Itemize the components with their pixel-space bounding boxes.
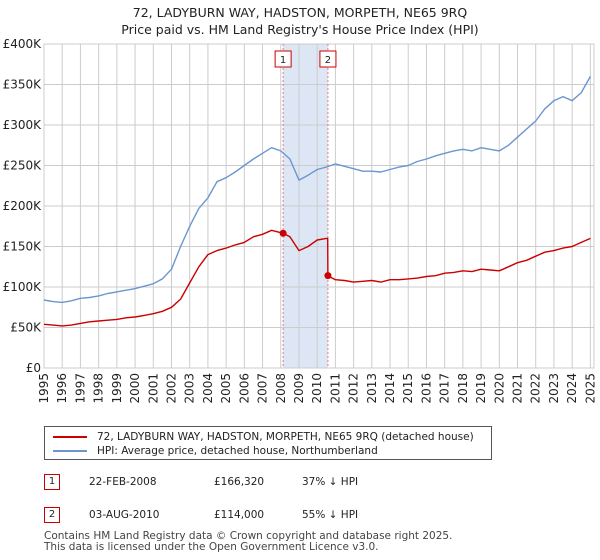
transaction-hpi-diff: 55% ↓ HPI <box>302 509 359 521</box>
transaction-number-badge: 2 <box>44 507 60 523</box>
marker-badge: 2 <box>319 50 337 68</box>
legend-item-price: 72, LADYBURN WAY, HADSTON, MORPETH, NE65… <box>53 430 474 444</box>
marker-badge-label: 1 <box>280 55 286 66</box>
x-tick-label: 2017 <box>438 373 452 404</box>
x-tick-label: 2006 <box>237 373 251 404</box>
y-tick-label: £300K <box>3 118 43 132</box>
marker-lines <box>282 44 329 368</box>
sale-point <box>279 229 287 237</box>
transaction-number-badge: 1 <box>44 474 60 490</box>
marker-badge-box <box>274 50 292 68</box>
transaction-date: 03-AUG-2010 <box>89 509 160 521</box>
x-tick-label: 2004 <box>201 373 215 404</box>
transaction-price: £166,320 <box>214 476 265 488</box>
legend-label-price: 72, LADYBURN WAY, HADSTON, MORPETH, NE65… <box>97 431 474 443</box>
x-tick-label: 2001 <box>146 373 160 404</box>
x-tick-label: 2022 <box>529 373 543 404</box>
x-tick-label: 1996 <box>55 373 69 404</box>
x-tick-label: 2008 <box>274 373 288 404</box>
footer-copyright: Contains HM Land Registry data © Crown c… <box>44 530 453 542</box>
transaction-price: £114,000 <box>214 509 265 521</box>
x-tick-label: 2000 <box>128 373 142 404</box>
legend-line-price <box>53 436 87 438</box>
sale-points <box>279 229 332 280</box>
y-tick-label: £50K <box>10 321 42 335</box>
transaction-date: 22-FEB-2008 <box>89 476 157 488</box>
series-line-price <box>43 229 591 327</box>
grid <box>43 43 595 369</box>
x-tick-label: 2010 <box>310 373 324 404</box>
x-tick-label: 1998 <box>92 373 106 404</box>
x-tick-label: 2005 <box>219 373 233 404</box>
x-tick-label: 2016 <box>419 373 433 404</box>
y-tick-label: £150K <box>3 240 43 254</box>
x-tick-label: 2014 <box>383 373 397 404</box>
x-tick-label: 2024 <box>565 373 579 404</box>
title-line-2: Price paid vs. HM Land Registry's House … <box>121 22 479 37</box>
marker-badge: 1 <box>274 50 292 68</box>
x-tick-label: 2012 <box>347 373 361 404</box>
transaction-row: 2 03-AUG-2010 £114,000 55% ↓ HPI <box>44 507 464 525</box>
title-line-1: 72, LADYBURN WAY, HADSTON, MORPETH, NE65… <box>132 5 468 20</box>
x-axis-ticks: 1995 1996 1997 1998 1999 2000 2001 2002 2003 2004… <box>37 373 597 404</box>
x-tick-label: 2003 <box>183 373 197 404</box>
sale-point <box>324 272 332 280</box>
y-tick-label: £400K <box>3 37 43 51</box>
y-axis-ticks: £0 £50K £100K £150K £200K £250K £300K £350K £400… <box>3 37 43 375</box>
x-tick-label: 2020 <box>492 373 506 404</box>
legend: 72, LADYBURN WAY, HADSTON, MORPETH, NE65… <box>44 426 492 460</box>
x-tick-label: 1995 <box>37 373 51 404</box>
chart-title: 72, LADYBURN WAY, HADSTON, MORPETH, NE65… <box>0 4 600 38</box>
x-tick-label: 2011 <box>328 373 342 404</box>
series <box>43 76 592 327</box>
x-tick-label: 1997 <box>73 373 87 404</box>
x-tick-label: 2021 <box>511 373 525 404</box>
x-tick-label: 2013 <box>365 373 379 404</box>
x-tick-label: 2025 <box>583 373 597 404</box>
x-tick-label: 2009 <box>292 373 306 404</box>
y-tick-label: £100K <box>3 280 43 294</box>
x-tick-label: 2019 <box>474 373 488 404</box>
y-tick-label: £0 <box>26 361 41 375</box>
legend-item-hpi: HPI: Average price, detached house, Nort… <box>53 444 378 458</box>
y-tick-label: £350K <box>3 78 43 92</box>
footer-licence: This data is licensed under the Open Gov… <box>44 541 379 553</box>
y-tick-label: £200K <box>3 199 43 213</box>
x-tick-label: 2007 <box>256 373 270 404</box>
x-tick-label: 2018 <box>456 373 470 404</box>
marker-badge-box <box>319 50 337 68</box>
legend-line-hpi <box>53 450 87 452</box>
x-tick-label: 2015 <box>401 373 415 404</box>
footer: Contains HM Land Registry data © Crown c… <box>44 531 452 553</box>
y-tick-label: £250K <box>3 159 43 173</box>
legend-label-hpi: HPI: Average price, detached house, Nort… <box>97 445 378 457</box>
x-tick-label: 2023 <box>547 373 561 404</box>
transaction-row: 1 22-FEB-2008 £166,320 37% ↓ HPI <box>44 474 464 492</box>
series-line-hpi <box>43 76 592 304</box>
x-tick-label: 1999 <box>110 373 124 404</box>
transaction-hpi-diff: 37% ↓ HPI <box>302 476 359 488</box>
plot-frame <box>43 43 595 369</box>
x-tick-label: 2002 <box>164 373 178 404</box>
marker-badge-label: 2 <box>325 55 331 66</box>
